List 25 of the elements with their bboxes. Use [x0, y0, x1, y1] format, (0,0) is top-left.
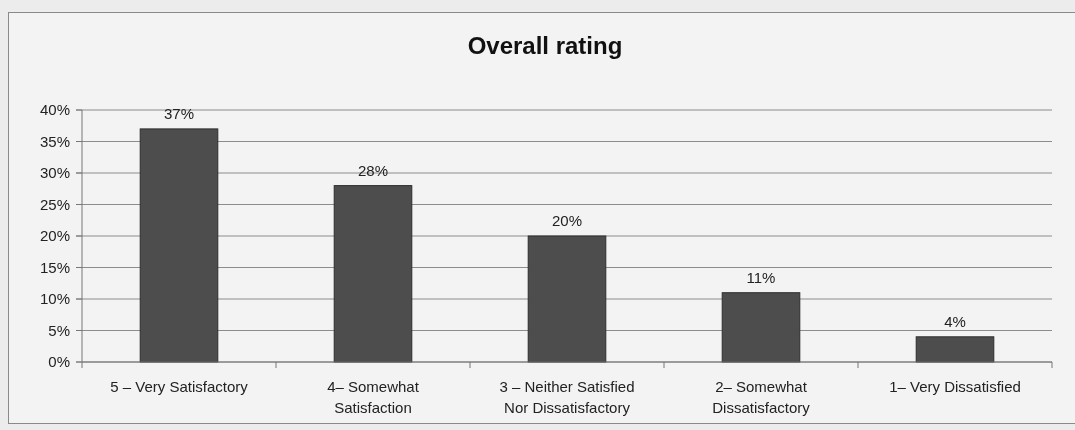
x-tick-label: 2– Somewhat Dissatisfactory — [712, 378, 811, 416]
y-tick-label: 35% — [39, 132, 70, 150]
y-tick-label: 20% — [39, 227, 70, 245]
bar — [527, 235, 607, 363]
y-tick-label: 40% — [39, 101, 70, 119]
x-tick-label: 1– Very Dissatisfied — [889, 378, 1021, 395]
y-tick-label: 15% — [39, 258, 70, 276]
bar — [139, 128, 219, 363]
bar — [721, 292, 801, 363]
y-tick-label: 5% — [48, 321, 70, 339]
y-tick-label: 25% — [39, 195, 70, 213]
x-tick-label: 5 – Very Satisfactory — [110, 378, 249, 395]
data-label: 11% — [746, 268, 776, 286]
bar — [915, 336, 995, 363]
y-tick-label: 10% — [39, 290, 70, 308]
y-tick-label: 0% — [48, 353, 70, 371]
chart-title: Overall rating — [467, 32, 623, 59]
x-tick-label: 4– Somewhat Satisfaction — [327, 378, 420, 416]
y-tick-label: 30% — [39, 164, 70, 182]
data-label: 4% — [944, 312, 966, 330]
bar — [333, 185, 413, 363]
data-label: 28% — [357, 161, 389, 179]
x-tick-label: 3 – Neither Satisfied Nor Dissatisfactory — [499, 378, 635, 416]
data-label: 37% — [163, 104, 195, 122]
data-label: 20% — [551, 212, 583, 229]
